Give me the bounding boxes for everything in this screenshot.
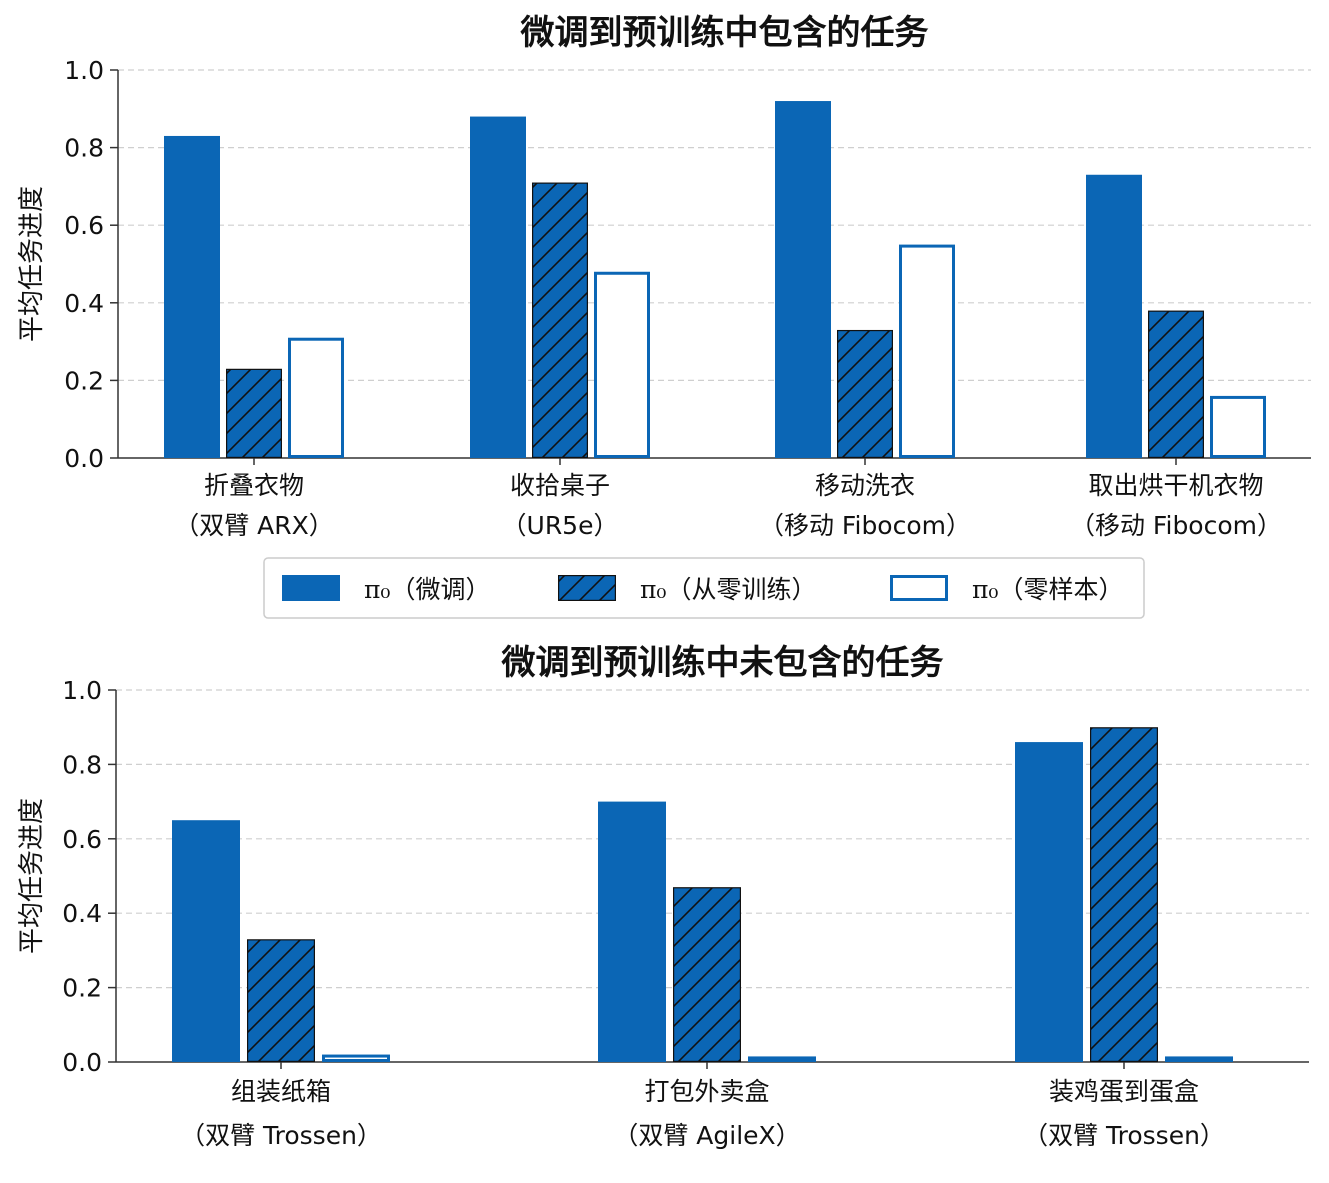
x-tick-sublabel: （双臂 Trossen）	[180, 1121, 382, 1150]
legend-label: π₀（零样本）	[972, 575, 1123, 604]
legend-swatch-outline	[890, 575, 948, 601]
bar-outline	[1210, 395, 1266, 459]
chart-bottom: 微调到预训练中未包含的任务 0.0 0.2 0.4 0.6 0.8 1.0 平均任务进度组装纸…	[17, 643, 1309, 1150]
x-tick-label: 装鸡蛋到蛋盒	[1049, 1077, 1199, 1106]
x-tick-sublabel: （双臂 ARX）	[174, 511, 334, 540]
y-tick-label: 0.6	[62, 825, 102, 854]
x-tick-label: 取出烘干机衣物	[1088, 471, 1263, 500]
y-tick-label: 0.8	[62, 750, 102, 779]
y-tick-label: 0.2	[62, 974, 102, 1003]
y-tick-label: 0.4	[62, 899, 102, 928]
chart-title: 微调到预训练中包含的任务	[520, 13, 929, 53]
bar-solid	[775, 101, 831, 458]
bar-outline	[1165, 1056, 1233, 1063]
bar-hatch	[247, 939, 316, 1063]
bar-outline	[322, 1054, 390, 1063]
x-tick-label: 移动洗衣	[815, 471, 915, 500]
x-tick-sublabel: （UR5e）	[502, 511, 619, 540]
bar-hatch	[531, 182, 588, 458]
bar-solid	[164, 135, 220, 459]
legend: π₀（微调） π₀（从零训练） π₀（零样本）	[263, 557, 1145, 619]
x-tick-sublabel: （移动 Fibocom）	[1070, 511, 1282, 540]
bar-outline	[594, 271, 650, 459]
x-tick-sublabel: （双臂 Trossen）	[1023, 1121, 1225, 1150]
x-tick-sublabel: （移动 Fibocom）	[759, 511, 971, 540]
chart-title: 微调到预训练中未包含的任务	[501, 643, 944, 683]
bar-hatch	[1147, 310, 1204, 459]
x-tick-label: 组装纸箱	[231, 1077, 331, 1106]
chart-top: 微调到预训练中包含的任务 0.0 0.2 0.4 0.6 0.8 1.0 平均任务进度折叠衣物…	[17, 13, 1311, 540]
bar-hatch	[672, 887, 741, 1063]
y-axis-label: 平均任务进度	[17, 186, 47, 342]
bar-solid	[1086, 174, 1142, 458]
bar-hatch	[226, 368, 283, 458]
bar-hatch	[836, 329, 893, 458]
bar-solid	[598, 801, 666, 1062]
bar-outline	[899, 244, 955, 458]
legend-swatch-hatch	[557, 574, 616, 601]
bar-solid	[1015, 742, 1083, 1063]
legend-label: π₀（微调）	[364, 575, 490, 604]
x-tick-label: 折叠衣物	[204, 471, 304, 500]
x-tick-label: 收拾桌子	[510, 471, 610, 500]
bar-solid	[172, 820, 240, 1063]
y-axis-label: 平均任务进度	[17, 798, 47, 954]
y-tick-label: 0.0	[62, 1048, 102, 1077]
legend-swatch-solid	[282, 575, 340, 601]
y-tick-label: 0.6	[64, 211, 104, 240]
y-tick-label: 1.0	[62, 676, 102, 705]
legend-box	[263, 557, 1145, 619]
bar-solid	[470, 116, 526, 458]
y-tick-label: 0.4	[64, 289, 104, 318]
y-tick-label: 0.2	[64, 366, 104, 395]
bar-outline	[288, 337, 344, 458]
x-tick-label: 打包外卖盒	[644, 1077, 769, 1106]
bar-outline	[748, 1056, 816, 1063]
legend-label: π₀（从零训练）	[640, 575, 816, 604]
y-tick-label: 0.0	[64, 444, 104, 473]
y-tick-label: 0.8	[64, 134, 104, 163]
bar-hatch	[1089, 727, 1158, 1062]
y-tick-label: 1.0	[64, 56, 104, 85]
x-tick-sublabel: （双臂 AgileX）	[613, 1121, 800, 1150]
